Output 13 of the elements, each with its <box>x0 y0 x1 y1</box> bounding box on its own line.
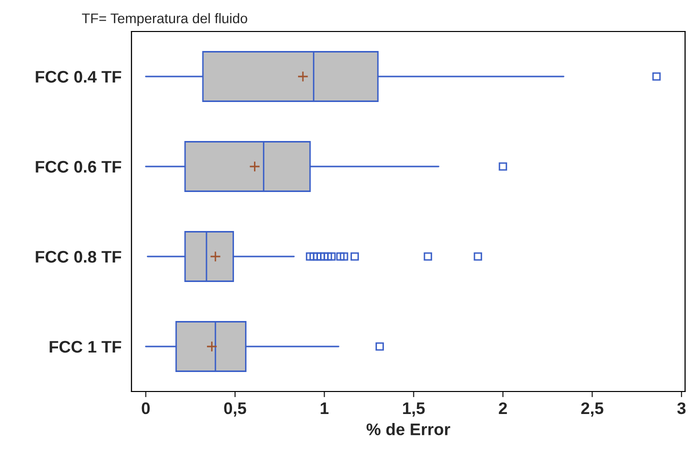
y-tick-label: FCC 1 TF <box>50 340 122 353</box>
x-tick-label: 2 <box>498 402 507 414</box>
x-tick-label: 0 <box>142 402 150 414</box>
x-tick-label: 3 <box>677 402 686 414</box>
chart-title: TF= Temperatura del fluido <box>82 13 248 26</box>
x-axis-title: % de Error <box>366 423 450 436</box>
x-tick-label: 2,5 <box>581 402 604 417</box>
y-tick-label: FCC 0.6 TF <box>36 160 122 173</box>
y-tick-label: FCC 0.4 TF <box>36 70 122 83</box>
x-tick-label: 1 <box>320 402 329 414</box>
y-tick-label: FCC 0.8 TF <box>36 250 122 263</box>
x-tick-label: 1,5 <box>403 402 425 417</box>
x-tick-label: 0,5 <box>224 402 246 417</box>
